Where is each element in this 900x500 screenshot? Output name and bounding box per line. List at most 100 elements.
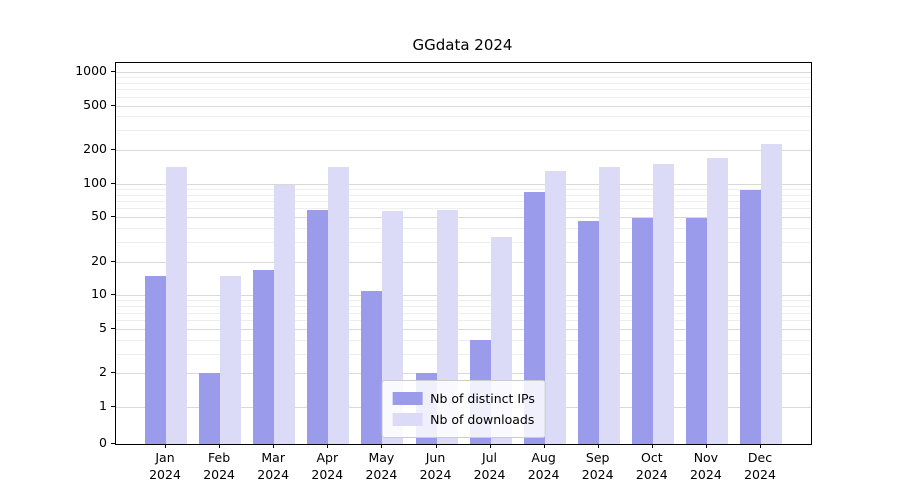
x-tick-label: Mar 2024 — [257, 450, 290, 482]
legend-swatch-downloads — [392, 413, 423, 426]
bar-distinct-ips-jan — [145, 275, 166, 444]
bar-distinct-ips-oct — [631, 218, 653, 444]
y-tick-label: 50 — [91, 208, 107, 224]
x-tick-mark — [760, 444, 761, 448]
x-tick-mark — [543, 444, 545, 448]
y-tick-mark — [111, 260, 115, 262]
gridline-major — [116, 328, 811, 330]
y-tick-mark — [111, 149, 115, 151]
y-tick-mark — [111, 406, 115, 407]
x-tick-label: Jan 2024 — [149, 450, 181, 482]
gridline-major — [116, 183, 811, 185]
y-tick-label: 1000 — [75, 62, 107, 78]
bar-distinct-ips-dec — [740, 189, 761, 444]
gridline-minor — [116, 353, 811, 355]
y-tick-mark — [111, 327, 115, 329]
x-tick-label: May 2024 — [365, 450, 398, 482]
gridline-minor — [116, 208, 811, 210]
gridline-minor — [116, 339, 811, 341]
gridline-minor — [116, 320, 811, 322]
gridline-minor — [116, 116, 811, 118]
bar-distinct-ips-nov — [685, 218, 707, 444]
gridline-minor — [116, 82, 811, 84]
gridline-major — [116, 150, 811, 152]
bar-downloads-dec — [761, 144, 782, 444]
y-tick-label: 20 — [91, 252, 107, 268]
gridline-minor — [116, 89, 811, 91]
bar-downloads-oct — [652, 164, 674, 444]
x-tick-label: Oct 2024 — [635, 450, 668, 482]
bar-downloads-apr — [328, 167, 350, 444]
gridline-minor — [116, 306, 811, 308]
x-tick-label: Feb 2024 — [203, 450, 235, 482]
y-tick-mark — [111, 104, 115, 106]
gridline-minor — [116, 312, 811, 314]
y-tick-label: 1 — [99, 397, 107, 413]
bar-distinct-ips-sep — [577, 221, 599, 444]
bar-distinct-ips-may — [361, 290, 383, 444]
gridline-minor — [116, 96, 811, 98]
x-tick-mark — [489, 444, 491, 448]
legend-row-distinct-ips: Nb of distinct IPs — [392, 388, 535, 409]
x-tick-mark — [327, 444, 329, 448]
y-tick-mark — [111, 372, 115, 374]
plot-area: Nb of distinct IPs Nb of downloads — [115, 62, 812, 445]
x-tick-label: Apr 2024 — [311, 450, 344, 482]
gridline-minor — [116, 130, 811, 132]
y-tick-label: 5 — [99, 319, 107, 335]
bar-downloads-mar — [274, 185, 296, 444]
x-tick-mark — [381, 444, 383, 448]
x-tick-label: Dec 2024 — [744, 450, 776, 482]
x-tick-label: Jul 2024 — [473, 450, 506, 482]
y-tick-mark — [111, 294, 115, 296]
x-tick-label: Aug 2024 — [527, 450, 560, 482]
y-tick-mark — [111, 443, 115, 444]
legend: Nb of distinct IPs Nb of downloads — [381, 380, 546, 438]
x-tick-mark — [165, 444, 166, 448]
gridline-major — [116, 295, 811, 297]
x-tick-mark — [651, 444, 653, 448]
legend-label-downloads: Nb of downloads — [430, 412, 535, 427]
gridline-minor — [116, 201, 811, 202]
gridline-minor — [116, 242, 811, 244]
gridline-major — [116, 105, 811, 107]
bar-distinct-ips-apr — [307, 210, 329, 444]
y-tick-label: 0 — [99, 434, 107, 450]
x-tick-mark — [219, 444, 221, 448]
x-tick-label: Sep 2024 — [581, 450, 614, 482]
bar-distinct-ips-mar — [253, 269, 275, 444]
bar-downloads-aug — [544, 170, 566, 444]
x-tick-mark — [273, 444, 275, 448]
legend-row-downloads: Nb of downloads — [392, 409, 535, 430]
legend-swatch-distinct-ips — [392, 392, 423, 405]
gridline-minor — [116, 77, 811, 79]
x-tick-label: Jun 2024 — [419, 450, 452, 482]
x-tick-mark — [705, 444, 707, 448]
bar-downloads-feb — [220, 275, 242, 444]
y-tick-mark — [111, 216, 115, 218]
gridline-minor — [116, 188, 811, 190]
x-tick-label: Nov 2024 — [689, 450, 722, 482]
chart-title: GGdata 2024 — [412, 36, 513, 54]
bar-distinct-ips-feb — [199, 373, 221, 444]
y-tick-label: 100 — [83, 174, 107, 190]
bar-downloads-nov — [706, 157, 728, 444]
gridline-minor — [116, 228, 811, 230]
y-tick-label: 10 — [91, 286, 107, 302]
y-tick-mark — [111, 182, 115, 184]
gridline-major — [116, 72, 811, 73]
gridline-major — [116, 261, 811, 263]
gridline-major — [116, 373, 811, 375]
x-tick-mark — [435, 444, 437, 448]
bar-downloads-jan — [166, 167, 187, 444]
bar-downloads-sep — [598, 167, 620, 444]
gridline-major — [116, 217, 811, 219]
gridline-minor — [116, 300, 811, 302]
y-tick-mark — [111, 71, 115, 72]
y-tick-label: 500 — [83, 96, 107, 112]
y-tick-label: 2 — [99, 364, 107, 380]
y-tick-label: 200 — [83, 140, 107, 156]
x-tick-mark — [597, 444, 599, 448]
legend-label-distinct-ips: Nb of distinct IPs — [430, 391, 535, 406]
